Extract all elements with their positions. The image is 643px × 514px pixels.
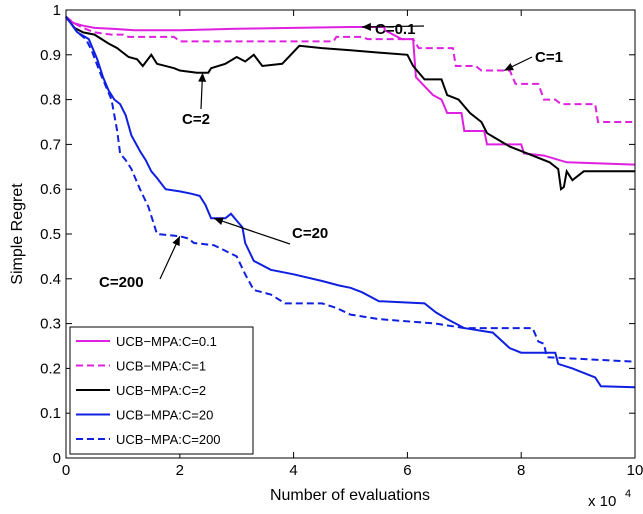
annotation-label: C=20 [292, 225, 328, 242]
x-tick-label: 0 [62, 462, 70, 479]
x-axis-multiplier-exponent: 4 [625, 488, 631, 500]
annotation-arrow-head [213, 217, 224, 225]
annotation-c-200: C=200 [99, 235, 181, 291]
legend-item-c-2: UCB−MPA:C=2 [76, 383, 206, 398]
y-axis-label: Simple Regret [9, 183, 26, 285]
annotation-c-20: C=20 [213, 217, 328, 245]
legend-label: UCB−MPA:C=2 [116, 383, 206, 398]
annotation-arrow-head [504, 62, 514, 71]
x-tick-label: 8 [517, 462, 525, 479]
x-tick-label: 2 [176, 462, 184, 479]
x-tick-label: 4 [289, 462, 297, 479]
y-tick-label: 0.2 [40, 360, 61, 377]
legend-label: UCB−MPA:C=1 [116, 359, 206, 374]
plot-series-group [65, 15, 636, 389]
annotation-c-1: C=1 [503, 49, 563, 72]
series-line-c-0-1 [65, 18, 636, 166]
legend-item-c-20: UCB−MPA:C=20 [76, 408, 213, 423]
y-tick-label: 0.1 [40, 405, 61, 422]
y-tick-label: 0.7 [40, 136, 61, 153]
annotation-arrow-head [361, 22, 371, 31]
annotation-c-0-1: C=0.1 [361, 21, 425, 38]
series-line-c-1 [65, 15, 635, 123]
annotation-c-2: C=2 [182, 72, 210, 128]
legend: UCB−MPA:C=0.1 UCB−MPA:C=1 UCB−MPA:C=2 UCB−M… [69, 326, 254, 455]
annotation-arrow-line [213, 217, 291, 245]
x-axis-multiplier-base: x 10 [588, 493, 616, 510]
y-tick-label: 0.6 [40, 181, 61, 198]
axis-ticks-group: 0 2 4 6 8 10 0 0.1 0.2 0.3 0.4 0.5 0.6 0.7 0.8 0.9 1 [40, 2, 643, 479]
y-tick-label: 0.4 [40, 271, 61, 288]
x-axis-multiplier: x 10 4 [588, 488, 631, 510]
annotations-group: C=0.1 C=1 C=2 C=20 C=200 [99, 21, 563, 291]
legend-item-c-200: UCB−MPA:C=200 [76, 432, 221, 447]
annotation-arrow-head [198, 72, 207, 82]
y-tick-label: 0.5 [40, 226, 61, 243]
y-tick-label: 0.8 [40, 92, 61, 109]
annotation-label: C=1 [535, 49, 563, 66]
y-tick-label: 1 [53, 2, 61, 19]
annotation-label: C=200 [99, 274, 144, 291]
legend-item-c-0-1: UCB−MPA:C=0.1 [76, 334, 217, 349]
series-line-c-20 [65, 16, 636, 389]
annotation-arrow-head [172, 236, 180, 247]
x-axis-label: Number of evaluations [270, 487, 430, 504]
annotation-label: C=0.1 [375, 21, 415, 38]
y-tick-label: 0.9 [40, 47, 61, 64]
legend-label: UCB−MPA:C=20 [116, 408, 213, 423]
y-tick-label: 0 [53, 450, 61, 467]
y-tick-label: 0.3 [40, 316, 61, 333]
legend-label: UCB−MPA:C=200 [116, 432, 221, 447]
series-line-c-2 [65, 16, 635, 192]
legend-label: UCB−MPA:C=0.1 [116, 334, 217, 349]
annotation-label: C=2 [182, 111, 210, 128]
x-tick-label: 10 [627, 462, 643, 479]
series-line-c-200 [65, 16, 636, 363]
annotation-arrow-line [361, 25, 425, 28]
x-tick-label: 6 [403, 462, 411, 479]
legend-item-c-1: UCB−MPA:C=1 [76, 359, 206, 374]
